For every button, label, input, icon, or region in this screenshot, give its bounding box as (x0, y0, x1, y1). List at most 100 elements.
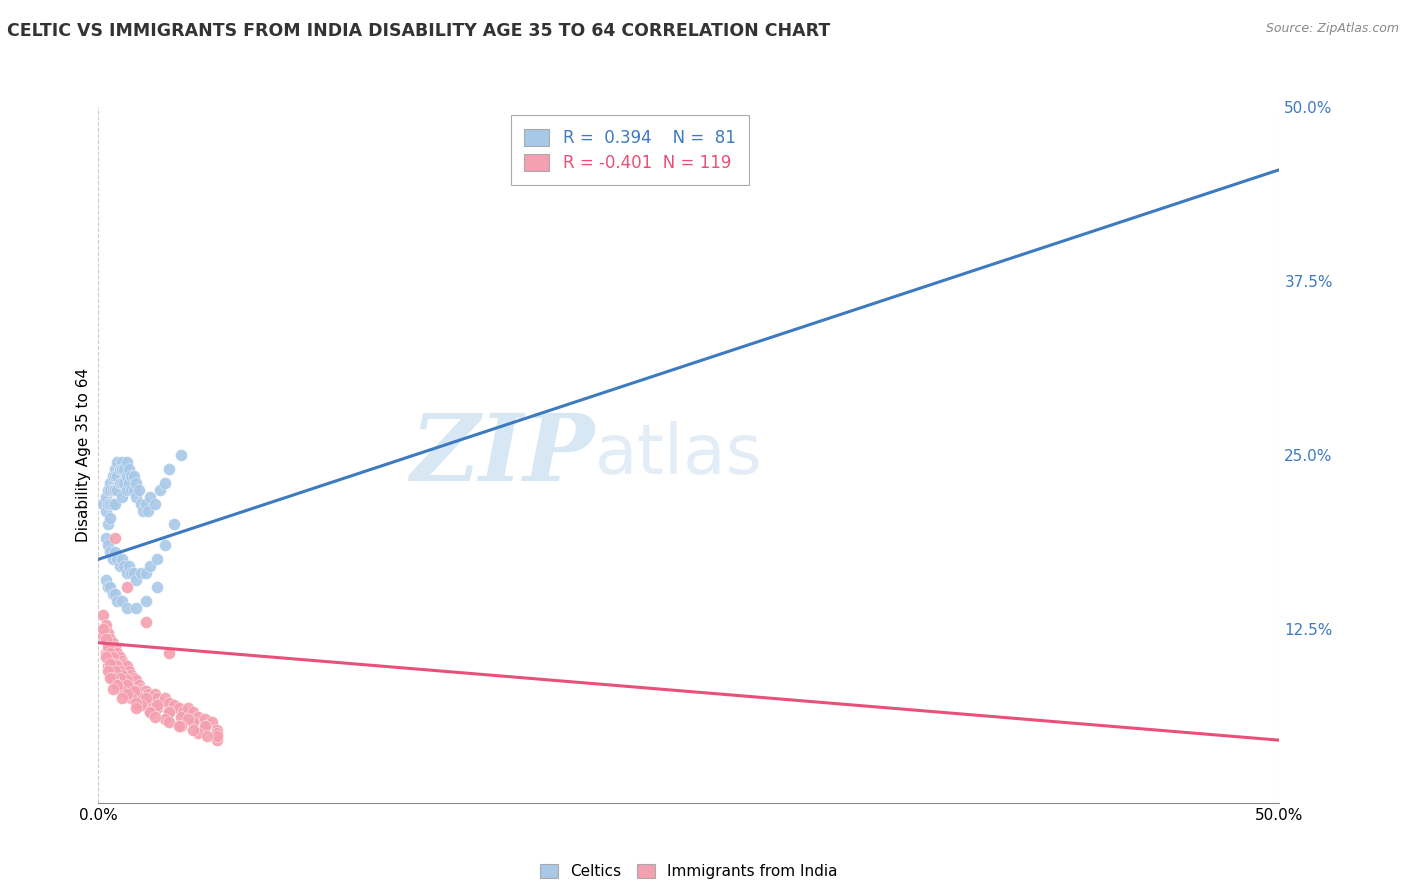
Point (115, 468, 138, 483)
Point (111, 490, 134, 504)
Point (104, 468, 127, 483)
Point (108, 664, 131, 678)
Point (104, 532, 127, 546)
Point (101, 497, 124, 511)
Text: atlas: atlas (595, 421, 762, 489)
Point (112, 559, 135, 574)
Point (153, 691, 176, 706)
Point (105, 659, 128, 673)
Point (143, 709, 166, 723)
Point (97, 664, 120, 678)
Point (205, 723, 228, 738)
Point (149, 483, 172, 497)
Point (101, 552, 124, 566)
Point (101, 681, 124, 696)
Point (112, 462, 135, 476)
Point (121, 566, 143, 581)
Point (135, 696, 157, 710)
Point (115, 580, 138, 594)
Point (125, 673, 148, 688)
Point (135, 691, 157, 706)
Point (115, 601, 138, 615)
Point (136, 687, 159, 701)
Point (122, 483, 145, 497)
Point (91, 607, 114, 622)
Point (104, 659, 127, 673)
Point (195, 729, 218, 743)
Point (115, 673, 138, 688)
Point (139, 559, 162, 574)
Point (97, 517, 120, 532)
Point (111, 455, 134, 469)
Point (104, 673, 127, 688)
Point (139, 706, 162, 720)
Point (163, 698, 186, 713)
Point (97, 626, 120, 640)
Point (157, 696, 180, 710)
Point (177, 701, 200, 715)
Point (135, 615, 157, 629)
Point (94, 532, 117, 546)
Point (194, 719, 217, 733)
Point (98, 657, 121, 671)
Point (98, 632, 121, 646)
Legend: Celtics, Immigrants from India: Celtics, Immigrants from India (534, 858, 844, 886)
Point (97, 659, 120, 673)
Point (153, 538, 176, 552)
Point (115, 659, 138, 673)
Point (125, 696, 148, 710)
Point (125, 684, 148, 698)
Point (104, 649, 127, 664)
Point (181, 706, 204, 720)
Point (157, 462, 180, 476)
Point (135, 684, 157, 698)
Point (112, 667, 135, 681)
Point (105, 646, 128, 660)
Point (125, 475, 148, 490)
Text: CELTIC VS IMMIGRANTS FROM INDIA DISABILITY AGE 35 TO 64 CORRELATION CHART: CELTIC VS IMMIGRANTS FROM INDIA DISABILI… (7, 22, 831, 40)
Point (121, 681, 143, 696)
Point (128, 483, 150, 497)
Point (111, 684, 134, 698)
Point (118, 462, 141, 476)
Point (205, 733, 228, 747)
Point (172, 706, 194, 720)
Point (101, 587, 124, 601)
Point (122, 468, 145, 483)
Point (104, 640, 127, 654)
Point (122, 671, 145, 685)
Point (157, 706, 180, 720)
Point (121, 667, 143, 681)
Point (170, 719, 193, 733)
Point (97, 640, 120, 654)
Point (108, 559, 131, 574)
Point (121, 691, 143, 706)
Point (139, 706, 162, 720)
Point (111, 594, 134, 608)
Point (104, 664, 127, 678)
Point (105, 552, 128, 566)
Point (105, 468, 128, 483)
Point (101, 646, 124, 660)
Point (101, 649, 124, 664)
Point (115, 673, 138, 688)
Point (105, 455, 128, 469)
Point (111, 667, 134, 681)
Point (105, 594, 128, 608)
Point (136, 503, 159, 517)
Point (108, 671, 131, 685)
Point (118, 677, 141, 691)
Point (122, 681, 145, 696)
Point (111, 475, 134, 490)
Point (94, 632, 117, 646)
Text: Source: ZipAtlas.com: Source: ZipAtlas.com (1265, 22, 1399, 36)
Point (135, 497, 157, 511)
Point (167, 701, 190, 715)
Point (101, 483, 124, 497)
Point (101, 636, 124, 650)
Point (201, 715, 224, 730)
Point (205, 729, 228, 743)
Point (125, 490, 148, 504)
Point (181, 715, 204, 730)
Point (97, 636, 120, 650)
